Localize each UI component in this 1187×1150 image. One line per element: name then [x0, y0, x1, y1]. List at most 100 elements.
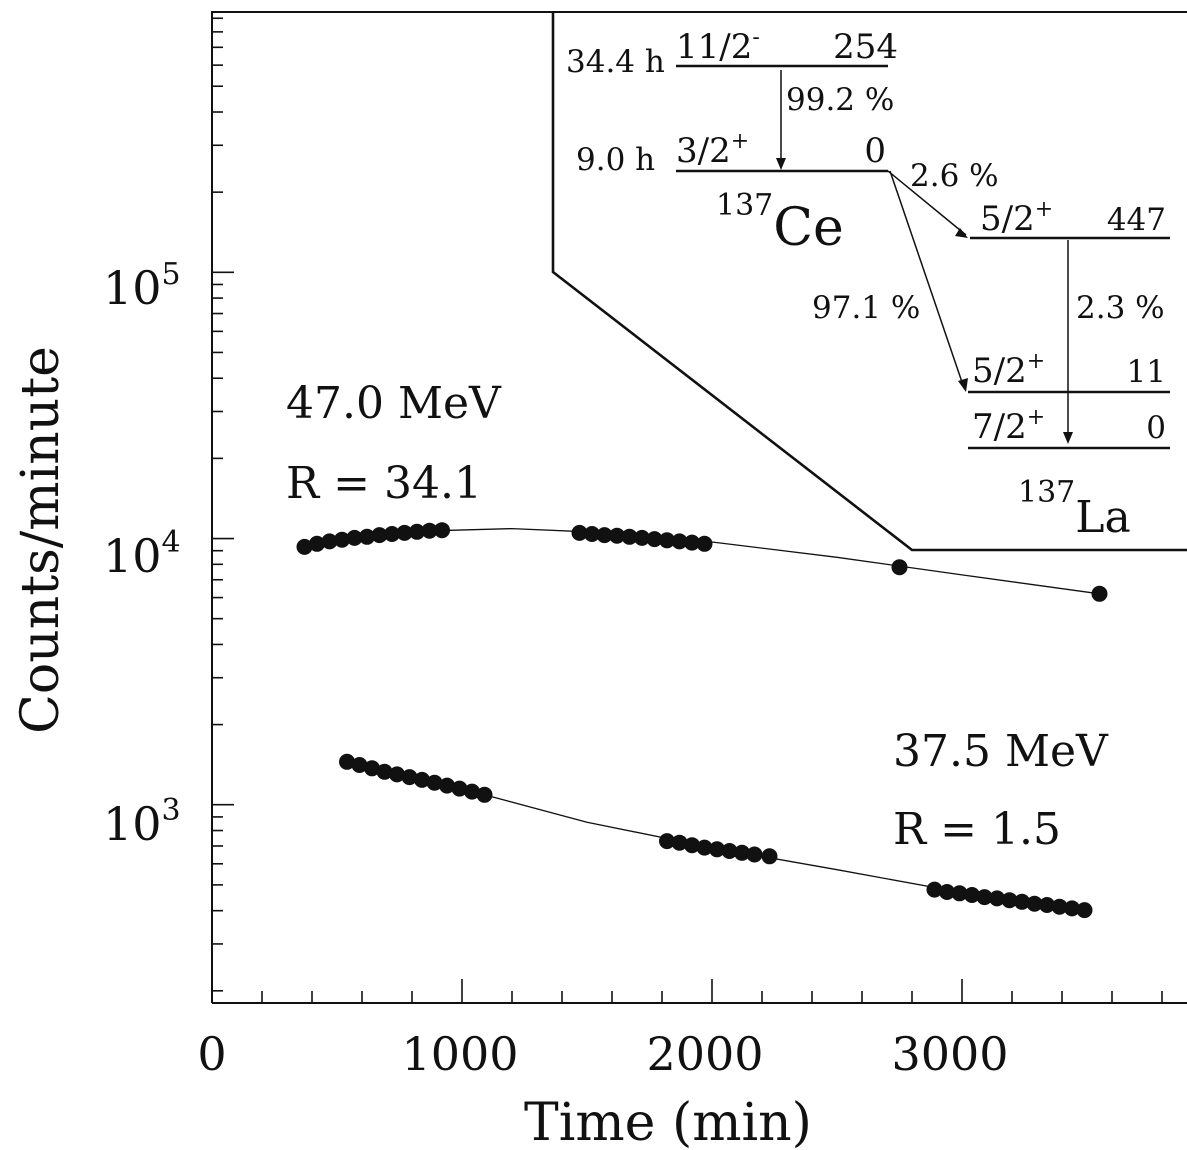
- data-point: [321, 533, 338, 550]
- level-spin: 3/2+: [676, 129, 749, 171]
- arrow-head: [776, 158, 786, 170]
- series-1: [339, 753, 1093, 919]
- level-energy: 447: [1107, 202, 1166, 238]
- x-tick-labels: 0 1000 2000 3000: [197, 1027, 1008, 1081]
- data-point: [409, 523, 425, 540]
- branch-ratio: 97.1 %: [812, 290, 920, 326]
- series-0: [296, 522, 1108, 602]
- data-point: [1039, 897, 1055, 913]
- data-point: [389, 766, 405, 783]
- x-axis-title: Time (min): [524, 1093, 812, 1150]
- series-label-high: 47.0 MeV R = 34.1: [286, 378, 502, 509]
- data-point: [334, 531, 350, 548]
- data-point: [671, 834, 688, 851]
- data-point: [951, 885, 968, 902]
- level-energy: 11: [1127, 354, 1166, 390]
- data-point: [339, 753, 355, 770]
- arrow-head: [958, 378, 968, 392]
- data-point: [596, 527, 613, 544]
- data-point: [1064, 900, 1080, 917]
- level-spin: 5/2+: [972, 349, 1045, 391]
- data-point: [659, 833, 675, 850]
- data-point: [1014, 893, 1030, 910]
- data-point: [734, 844, 750, 861]
- data-point: [684, 534, 700, 551]
- x-tick-label: 0: [197, 1027, 226, 1081]
- x-axis-ticks: [211, 979, 1163, 1003]
- data-point: [359, 528, 375, 545]
- data-point: [989, 890, 1005, 907]
- data-point: [296, 538, 313, 555]
- data-point: [709, 841, 725, 858]
- data-point: [346, 529, 363, 546]
- data-point: [351, 757, 368, 773]
- data-point: [309, 535, 325, 552]
- series-label-ratio: R = 1.5: [893, 804, 1061, 855]
- data-point: [376, 763, 393, 780]
- daughter-nucleus-label: 137La: [1018, 475, 1131, 543]
- data-point: [439, 777, 455, 794]
- arrow-head: [955, 228, 968, 238]
- data-point: [964, 887, 980, 903]
- data-point: [621, 528, 638, 545]
- data-series: [296, 522, 1108, 919]
- branch-ratio: 2.6 %: [910, 158, 999, 194]
- level-spin: 11/2-: [676, 25, 760, 67]
- data-point: [684, 837, 700, 854]
- data-point: [571, 524, 588, 541]
- data-point: [1026, 895, 1043, 912]
- data-point: [396, 524, 413, 541]
- level-energy: 254: [833, 27, 898, 67]
- data-point: [414, 771, 430, 788]
- branch-ratio: 2.3 %: [1076, 290, 1165, 326]
- plot-frame: [211, 11, 1187, 1004]
- data-point: [426, 774, 443, 791]
- series-label-ratio: R = 34.1: [286, 458, 482, 509]
- data-point: [371, 527, 388, 544]
- series-label-energy: 37.5 MeV: [893, 726, 1109, 777]
- data-point: [634, 529, 650, 546]
- level-energy: 0: [864, 131, 886, 171]
- level-energy: 0: [1146, 410, 1166, 446]
- branch-ratio: 99.2 %: [786, 82, 894, 118]
- y-axis-title: Counts/minute: [11, 346, 71, 734]
- data-point: [746, 846, 763, 863]
- y-tick-labels: 103 104 105: [103, 257, 181, 851]
- data-point: [401, 769, 418, 786]
- x-tick-label: 2000: [646, 1027, 763, 1081]
- data-point: [659, 532, 675, 549]
- data-point: [1091, 585, 1108, 602]
- data-point: [939, 884, 955, 900]
- data-point: [384, 526, 400, 542]
- data-point: [1051, 898, 1068, 915]
- y-tick-label: 103: [103, 793, 181, 851]
- decay-arrow: [887, 170, 967, 236]
- level-spin: 5/2+: [980, 197, 1053, 239]
- data-point: [364, 760, 380, 777]
- x-tick-label: 1000: [401, 1027, 518, 1081]
- data-point: [421, 522, 438, 539]
- data-point: [926, 881, 943, 898]
- series-label-energy: 47.0 MeV: [286, 378, 502, 429]
- x-tick-label: 3000: [891, 1027, 1008, 1081]
- data-point: [891, 559, 908, 576]
- data-point: [609, 527, 625, 544]
- decay-scheme-inset: 34.4 h 11/2- 254 9.0 h 3/2+ 0 99.2 % 137…: [551, 12, 1187, 552]
- data-point: [671, 533, 688, 550]
- parent-nucleus-label: 137Ce: [716, 188, 844, 258]
- data-point: [1076, 902, 1093, 919]
- data-point: [696, 535, 713, 552]
- level-halflife: 34.4 h: [566, 44, 665, 80]
- y-tick-label: 104: [103, 525, 181, 583]
- data-point: [476, 786, 493, 803]
- decay-arrow: [889, 170, 965, 389]
- data-point: [721, 843, 738, 859]
- data-point: [434, 522, 450, 539]
- data-point: [1001, 892, 1018, 909]
- data-point: [976, 889, 993, 906]
- data-point: [584, 526, 600, 542]
- level-halflife: 9.0 h: [576, 142, 655, 178]
- data-point: [761, 848, 778, 865]
- y-tick-label: 105: [103, 257, 181, 315]
